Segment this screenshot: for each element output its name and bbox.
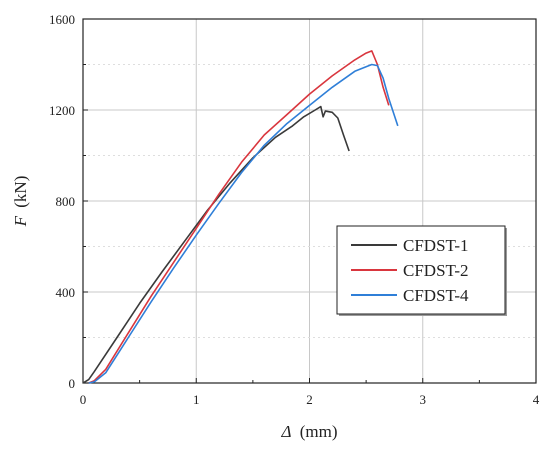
y-tick-label: 0 bbox=[69, 376, 76, 391]
series-line-2 bbox=[88, 50, 390, 384]
x-axis-symbol: Δ bbox=[280, 422, 291, 441]
series-group bbox=[82, 50, 399, 384]
series-line-1 bbox=[82, 105, 350, 384]
y-tick-label: 1200 bbox=[49, 103, 75, 118]
x-axis-unit: (mm) bbox=[300, 422, 338, 441]
y-axis-label: F (kN) bbox=[11, 176, 30, 228]
x-axis-label: Δ (mm) bbox=[280, 422, 337, 441]
legend: CFDST-1 CFDST-2 CFDST-4 bbox=[336, 225, 507, 316]
y-tick-label: 1600 bbox=[49, 12, 75, 27]
x-tick-label: 4 bbox=[533, 392, 540, 407]
x-tick-label: 3 bbox=[420, 392, 427, 407]
series-line-3 bbox=[88, 63, 399, 384]
y-tick-label: 400 bbox=[56, 285, 76, 300]
x-tick-label: 1 bbox=[193, 392, 200, 407]
y-axis-symbol: F bbox=[11, 215, 30, 227]
legend-label-1: CFDST-1 bbox=[403, 236, 469, 255]
y-tick-label: 800 bbox=[56, 194, 76, 209]
y-axis-unit: (kN) bbox=[11, 176, 30, 208]
legend-label-2: CFDST-2 bbox=[403, 261, 469, 280]
x-tick-label: 2 bbox=[306, 392, 313, 407]
grid bbox=[83, 19, 536, 383]
ticks: 0 1 2 3 4 0 400 800 1200 1600 bbox=[49, 12, 540, 407]
x-tick-label: 0 bbox=[80, 392, 87, 407]
legend-label-3: CFDST-4 bbox=[403, 286, 469, 305]
